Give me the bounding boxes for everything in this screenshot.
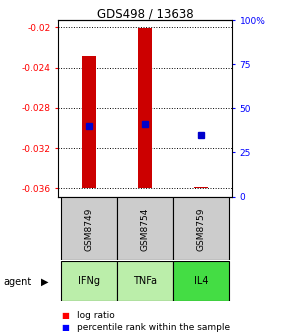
Text: TNFa: TNFa bbox=[133, 276, 157, 286]
Text: ■: ■ bbox=[61, 323, 69, 332]
Bar bbox=[61, 197, 117, 260]
Text: ■: ■ bbox=[61, 311, 69, 320]
Text: IL4: IL4 bbox=[194, 276, 209, 286]
Text: IFNg: IFNg bbox=[78, 276, 100, 286]
Bar bbox=[194, 187, 208, 188]
Bar bbox=[138, 28, 152, 188]
Text: ▶: ▶ bbox=[41, 277, 49, 287]
Text: GDS498 / 13638: GDS498 / 13638 bbox=[97, 8, 193, 20]
Bar bbox=[82, 56, 96, 188]
Text: agent: agent bbox=[3, 277, 31, 287]
Bar bbox=[61, 261, 117, 301]
Text: log ratio: log ratio bbox=[77, 311, 115, 320]
Text: GSM8749: GSM8749 bbox=[84, 207, 93, 251]
Bar bbox=[173, 197, 229, 260]
Bar bbox=[117, 261, 173, 301]
Text: GSM8759: GSM8759 bbox=[197, 207, 206, 251]
Text: GSM8754: GSM8754 bbox=[140, 207, 150, 251]
Bar bbox=[117, 197, 173, 260]
Text: percentile rank within the sample: percentile rank within the sample bbox=[77, 323, 230, 332]
Bar bbox=[173, 261, 229, 301]
